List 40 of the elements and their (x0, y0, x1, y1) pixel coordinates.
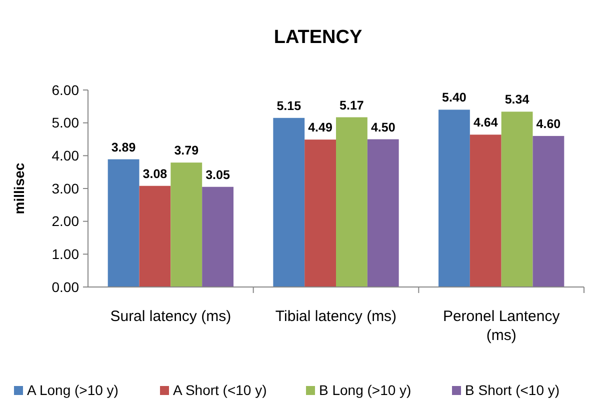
data-label: 4.49 (308, 120, 332, 135)
bar (170, 162, 202, 287)
bar (202, 186, 234, 287)
bar (108, 159, 140, 287)
data-label: 4.50 (370, 120, 396, 134)
data-label: 3.89 (111, 140, 136, 154)
legend-label: A Short (<10 y) (173, 382, 267, 398)
bar (470, 134, 502, 287)
y-tick-label: 3.00 (52, 180, 80, 196)
x-tick-label: Peronel Lantency (ms) (442, 308, 560, 344)
data-label: 5.40 (442, 90, 466, 105)
y-tick-label: 2.00 (52, 213, 80, 230)
bar (139, 186, 171, 287)
legend-label: A Long (>10 y) (27, 382, 118, 398)
data-label: 3.79 (174, 144, 199, 158)
chart-title: LATENCY (274, 27, 362, 48)
bar (438, 110, 470, 287)
data-label: 3.05 (206, 168, 230, 182)
data-label: 3.08 (142, 166, 168, 181)
y-tick-label: 4.00 (52, 148, 80, 164)
y-tick-label: 6.00 (52, 82, 80, 98)
data-label: 4.64 (473, 116, 498, 130)
bar (336, 117, 368, 287)
bar (304, 140, 336, 287)
bar (532, 136, 564, 287)
y-tick-label: 0.00 (52, 278, 80, 295)
legend-label: B Short (<10 y) (465, 382, 560, 398)
bar (367, 139, 399, 287)
legend-label: B Long (>10 y) (319, 382, 412, 398)
x-tick-label: Sural latency (ms) (110, 308, 232, 325)
x-tick-label: Tibial latency (ms) (275, 308, 397, 325)
bar (273, 118, 305, 287)
data-label: 5.34 (504, 92, 530, 107)
data-label: 5.15 (276, 98, 302, 113)
y-tick-label: 1.00 (52, 246, 80, 262)
bar (501, 112, 533, 287)
y-tick-label: 5.00 (52, 114, 80, 131)
y-axis-title: millisec (11, 162, 27, 214)
data-label: 5.17 (340, 98, 364, 112)
data-label: 4.60 (536, 116, 561, 131)
